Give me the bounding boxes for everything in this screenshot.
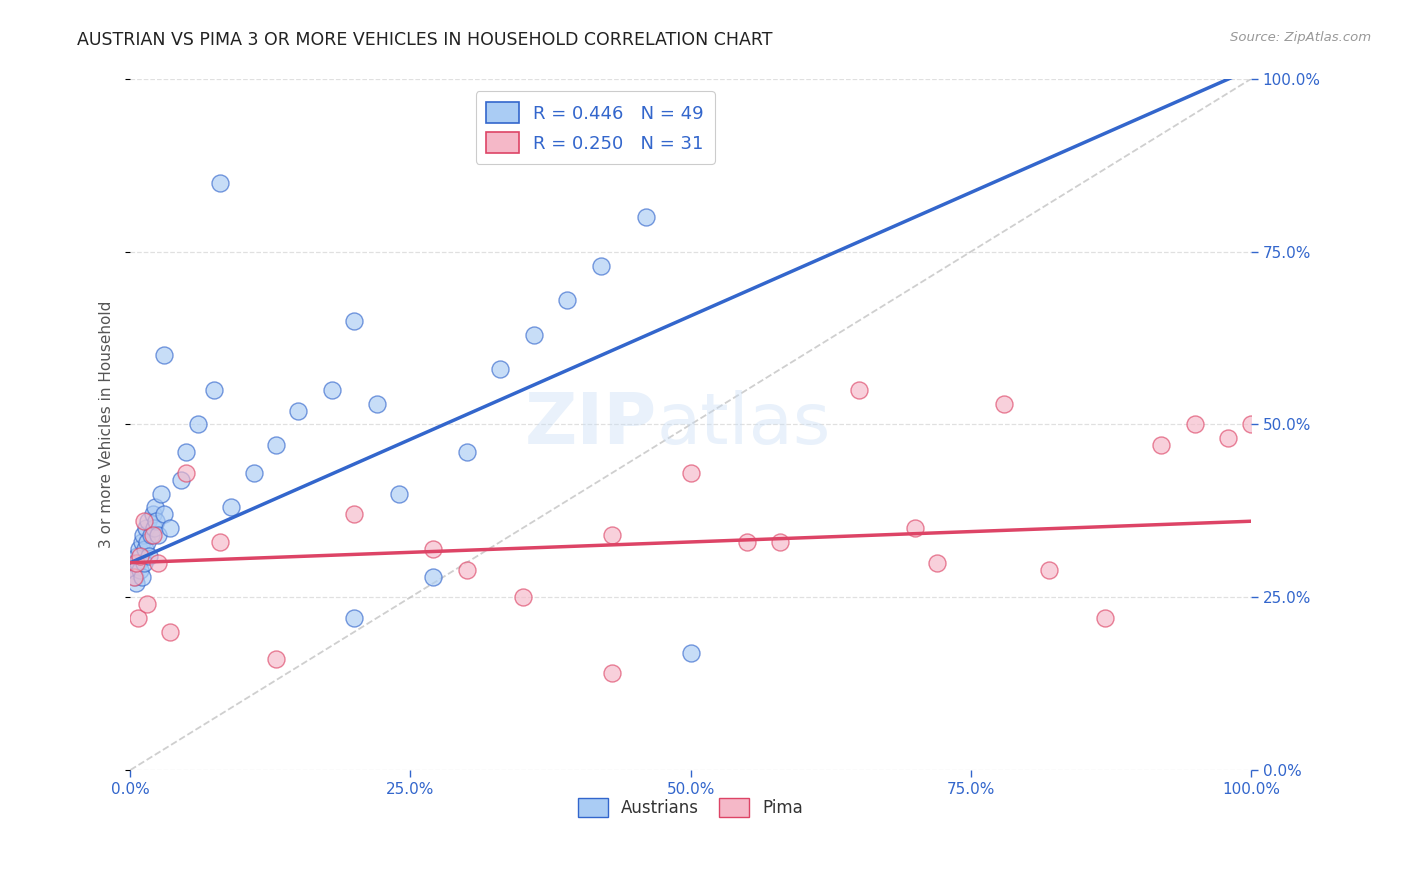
Point: [153, 508, 176, 522]
Point: [153, 348, 176, 362]
Point: [343, 314, 366, 328]
Point: [287, 403, 309, 417]
Point: [176, 466, 198, 480]
Point: [132, 556, 155, 570]
Point: [927, 556, 949, 570]
Point: [122, 556, 145, 570]
Point: [456, 445, 478, 459]
Point: [148, 556, 170, 570]
Point: [512, 591, 534, 605]
Point: [124, 569, 146, 583]
Point: [131, 535, 153, 549]
Point: [149, 486, 172, 500]
Point: [1150, 438, 1173, 452]
Point: [138, 549, 160, 563]
Point: [557, 293, 579, 307]
Point: [208, 176, 231, 190]
Point: [388, 486, 411, 500]
Point: [1184, 417, 1206, 432]
Point: [321, 383, 343, 397]
Point: [132, 514, 155, 528]
Point: [343, 508, 366, 522]
Point: [1094, 611, 1116, 625]
Text: Source: ZipAtlas.com: Source: ZipAtlas.com: [1230, 31, 1371, 45]
Point: [129, 563, 152, 577]
Point: [121, 563, 143, 577]
Point: [456, 563, 478, 577]
Point: [589, 259, 612, 273]
Point: [187, 417, 209, 432]
Text: ZIP: ZIP: [524, 390, 657, 459]
Point: [422, 541, 444, 556]
Text: atlas: atlas: [657, 390, 831, 459]
Point: [131, 528, 153, 542]
Point: [679, 466, 702, 480]
Point: [142, 528, 165, 542]
Point: [242, 466, 264, 480]
Point: [125, 549, 148, 563]
Point: [366, 397, 388, 411]
Point: [170, 473, 193, 487]
Legend: Austrians, Pima: Austrians, Pima: [571, 791, 810, 824]
Point: [145, 514, 167, 528]
Point: [176, 445, 198, 459]
Point: [159, 624, 181, 639]
Y-axis label: 3 or more Vehicles in Household: 3 or more Vehicles in Household: [100, 301, 114, 549]
Point: [1038, 563, 1060, 577]
Point: [679, 646, 702, 660]
Point: [142, 521, 165, 535]
Point: [142, 508, 165, 522]
Point: [143, 500, 166, 515]
Point: [139, 528, 162, 542]
Point: [136, 514, 159, 528]
Point: [208, 535, 231, 549]
Point: [136, 535, 159, 549]
Point: [422, 569, 444, 583]
Point: [735, 535, 758, 549]
Point: [159, 521, 181, 535]
Point: [600, 528, 623, 542]
Point: [343, 611, 366, 625]
Point: [904, 521, 927, 535]
Point: [122, 569, 145, 583]
Point: [264, 438, 287, 452]
Point: [993, 397, 1015, 411]
Text: AUSTRIAN VS PIMA 3 OR MORE VEHICLES IN HOUSEHOLD CORRELATION CHART: AUSTRIAN VS PIMA 3 OR MORE VEHICLES IN H…: [77, 31, 773, 49]
Point: [128, 541, 150, 556]
Point: [131, 569, 153, 583]
Point: [129, 549, 152, 563]
Point: [127, 556, 149, 570]
Point: [134, 541, 156, 556]
Point: [136, 597, 159, 611]
Point: [769, 535, 792, 549]
Point: [634, 210, 657, 224]
Point: [1240, 417, 1263, 432]
Point: [127, 611, 149, 625]
Point: [848, 383, 870, 397]
Point: [523, 327, 546, 342]
Point: [125, 556, 148, 570]
Point: [489, 362, 512, 376]
Point: [135, 521, 157, 535]
Point: [600, 666, 623, 681]
Point: [148, 528, 170, 542]
Point: [202, 383, 225, 397]
Point: [125, 576, 148, 591]
Point: [264, 652, 287, 666]
Point: [219, 500, 242, 515]
Point: [1218, 431, 1240, 445]
